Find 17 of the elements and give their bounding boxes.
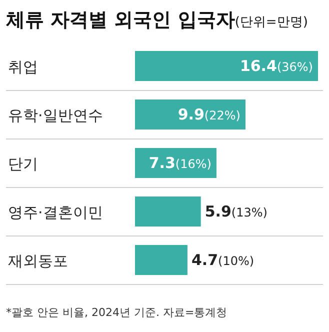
chart-title: 체류 자격별 외국인 입국자: [5, 9, 235, 31]
y-tick-label: 재외동포: [8, 252, 68, 270]
y-tick-label: 영주·결혼이민: [8, 204, 103, 222]
y-tick-label: 유학·일반연수: [8, 106, 103, 124]
y-tick-label: 단기: [8, 155, 38, 173]
data-label: 4.7(10%): [191, 251, 254, 269]
data-label: 9.9(22%): [178, 106, 240, 124]
data-label: 16.4(36%): [240, 57, 313, 75]
bar: [135, 245, 188, 275]
data-label: 5.9(13%): [204, 202, 268, 220]
bar: [135, 100, 246, 130]
y-tick-label: 취업: [8, 58, 38, 76]
bar: [135, 51, 318, 81]
text: *괄호 안은 비율, 2024년 기준. 자료=통계청: [6, 306, 228, 319]
bar: [135, 196, 201, 226]
chart-subtitle: (단위=만명): [234, 15, 308, 30]
data-label: 7.3(16%): [148, 154, 212, 172]
